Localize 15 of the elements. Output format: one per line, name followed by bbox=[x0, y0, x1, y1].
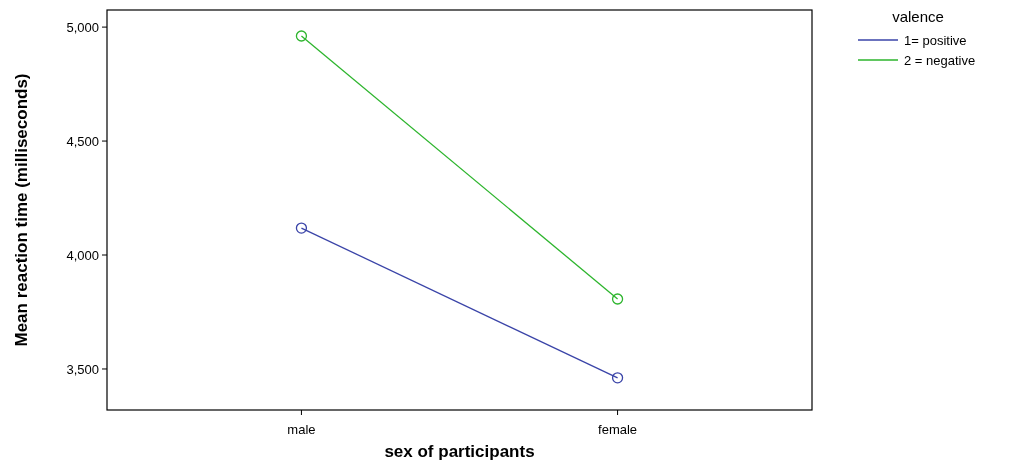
legend-title: valence bbox=[892, 8, 944, 25]
x-tick-label: male bbox=[287, 422, 316, 437]
point bbox=[295, 30, 308, 42]
point bbox=[611, 293, 624, 305]
y-tick-label: 4,000 bbox=[66, 247, 99, 263]
y-axis-title: Mean reaction time (milliseconds) bbox=[12, 73, 31, 347]
legend-label: 2 = negative bbox=[904, 52, 976, 68]
x-axis-title: sex of participants bbox=[384, 442, 535, 461]
legend-label: 1= positive bbox=[904, 32, 967, 48]
x-tick-label: female bbox=[598, 422, 638, 437]
point bbox=[611, 372, 624, 384]
y-tick-label: 3,500 bbox=[66, 361, 99, 377]
point bbox=[295, 222, 308, 234]
y-tick-label: 5,000 bbox=[66, 19, 99, 35]
y-tick-label: 4,500 bbox=[66, 133, 99, 149]
